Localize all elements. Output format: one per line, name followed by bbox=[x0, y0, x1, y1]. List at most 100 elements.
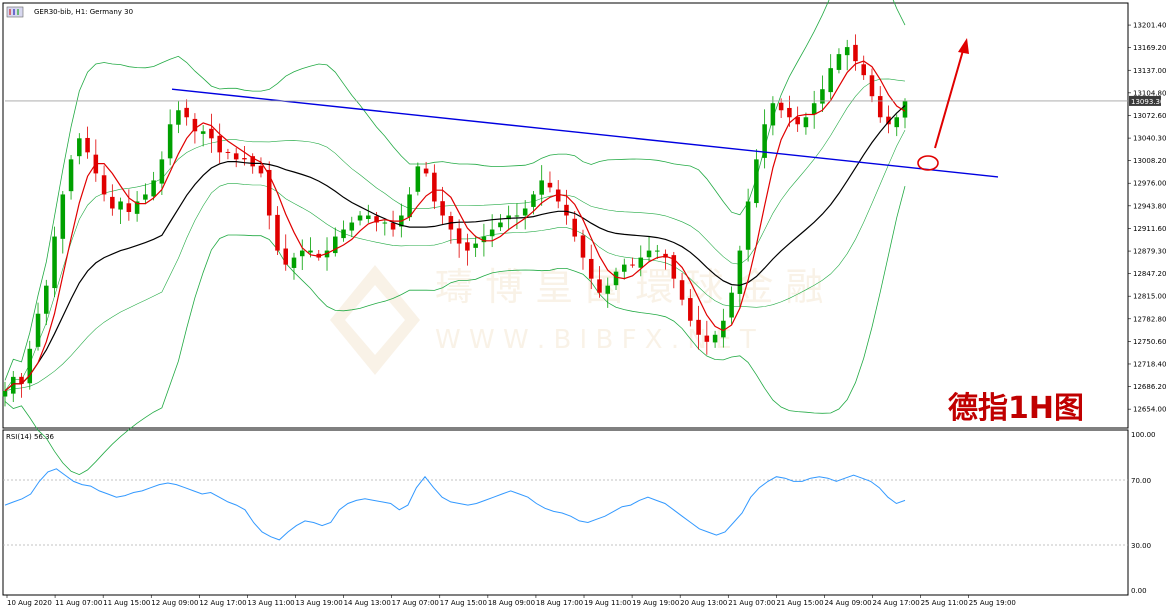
candle bbox=[27, 340, 33, 390]
candle bbox=[473, 235, 478, 257]
candle-body bbox=[597, 279, 602, 293]
candle-body bbox=[77, 138, 82, 157]
candle bbox=[894, 114, 900, 137]
svg-text:W W W . B I B F X . N E T: W W W . B I B F X . N E T bbox=[435, 325, 756, 355]
candlesticks bbox=[2, 34, 908, 407]
candle-body bbox=[745, 201, 751, 250]
candle-body bbox=[423, 168, 429, 174]
candle bbox=[333, 227, 338, 257]
candle bbox=[721, 308, 726, 348]
rsi-label-30: 30.00 bbox=[1131, 542, 1151, 550]
candle-body bbox=[27, 348, 33, 384]
candle-body bbox=[869, 75, 875, 97]
time-tick-label: 24 Aug 17:00 bbox=[873, 599, 920, 607]
candle bbox=[696, 305, 701, 350]
candle-body bbox=[696, 319, 701, 335]
candle bbox=[778, 98, 784, 118]
candle bbox=[547, 171, 553, 193]
candle-body bbox=[836, 54, 842, 70]
candle-body bbox=[630, 264, 635, 266]
time-tick-label: 25 Aug 19:00 bbox=[969, 599, 1016, 607]
candle-body bbox=[217, 135, 222, 153]
candle bbox=[176, 101, 181, 134]
candle bbox=[465, 233, 470, 266]
watermark-logo: 璹 博 皇 国 環 球 金 融 W W W . B I B F X . N E … bbox=[330, 265, 824, 375]
trendline-layer bbox=[171, 88, 999, 178]
candle bbox=[861, 55, 866, 80]
candle-body bbox=[646, 250, 652, 258]
candle-body bbox=[349, 222, 355, 231]
candle bbox=[52, 226, 57, 298]
candle bbox=[110, 184, 115, 216]
time-tick-label: 13 Aug 19:00 bbox=[296, 599, 343, 607]
candle-body bbox=[811, 103, 817, 115]
candle bbox=[60, 191, 66, 254]
candle bbox=[613, 267, 619, 291]
candle bbox=[233, 147, 239, 168]
candle-body bbox=[209, 128, 214, 139]
candle-body bbox=[894, 117, 900, 128]
price-tick-label: 12879.30 bbox=[1133, 248, 1166, 256]
candle bbox=[432, 164, 437, 210]
price-tick-label: 12847.20 bbox=[1133, 270, 1166, 278]
candle-body bbox=[167, 124, 173, 159]
candle-body bbox=[754, 159, 759, 204]
candle-body bbox=[721, 320, 726, 338]
candle bbox=[258, 157, 264, 178]
candle-body bbox=[456, 228, 462, 244]
candle bbox=[770, 96, 776, 136]
candle bbox=[118, 197, 123, 225]
time-tick-label: 19 Aug 19:00 bbox=[632, 599, 679, 607]
candle-body bbox=[498, 222, 503, 228]
time-tick-label: 17 Aug 15:00 bbox=[440, 599, 487, 607]
bollinger-inner-lower bbox=[4, 129, 906, 392]
time-axis: 10 Aug 2020 11 Aug 07:00 11 Aug 15:00 12 Au… bbox=[6, 595, 1016, 607]
candle-body bbox=[225, 151, 231, 153]
candle bbox=[836, 48, 842, 74]
candle-body bbox=[853, 44, 858, 62]
price-tick-label: 12976.00 bbox=[1133, 180, 1166, 188]
candle-body bbox=[242, 158, 247, 160]
current-price-label: 13093.30 bbox=[1131, 98, 1164, 106]
candle bbox=[225, 148, 231, 160]
candle bbox=[299, 239, 305, 271]
candle bbox=[646, 236, 652, 262]
price-tick-label: 13169.20 bbox=[1133, 44, 1166, 52]
candle-body bbox=[366, 215, 371, 220]
candle-body bbox=[258, 165, 264, 174]
candle bbox=[638, 245, 644, 277]
price-tick-label: 13008.20 bbox=[1133, 157, 1166, 165]
candle-body bbox=[60, 194, 66, 239]
candle-body bbox=[151, 180, 156, 197]
candle-body bbox=[101, 175, 107, 195]
candle-body bbox=[803, 117, 809, 128]
candle-body bbox=[2, 390, 8, 397]
candle-body bbox=[159, 159, 165, 184]
chart-window-icon bbox=[6, 6, 24, 18]
candle-body bbox=[192, 118, 198, 132]
time-tick-label: 21 Aug 15:00 bbox=[776, 599, 823, 607]
candle-body bbox=[613, 271, 619, 286]
candle-body bbox=[465, 242, 470, 251]
candle bbox=[762, 109, 767, 169]
candle bbox=[795, 106, 800, 132]
candle-body bbox=[341, 229, 346, 239]
candle-body bbox=[382, 222, 388, 224]
candle bbox=[630, 257, 635, 268]
candle-body bbox=[621, 264, 627, 272]
candle bbox=[588, 244, 594, 290]
current-price-tag bbox=[1129, 95, 1161, 106]
candle-body bbox=[638, 257, 644, 268]
candle bbox=[580, 229, 586, 270]
candle-body bbox=[861, 64, 866, 76]
candle bbox=[407, 187, 412, 221]
candle bbox=[597, 266, 602, 298]
candle bbox=[423, 161, 429, 177]
price-tick-label: 12718.40 bbox=[1133, 360, 1166, 368]
time-tick-label: 10 Aug 2020 bbox=[7, 599, 52, 607]
candle bbox=[35, 302, 41, 351]
time-tick-label: 21 Aug 07:00 bbox=[728, 599, 775, 607]
candle-body bbox=[679, 280, 685, 300]
rsi-label-100: 100.00 bbox=[1131, 431, 1156, 439]
candle bbox=[275, 206, 280, 255]
